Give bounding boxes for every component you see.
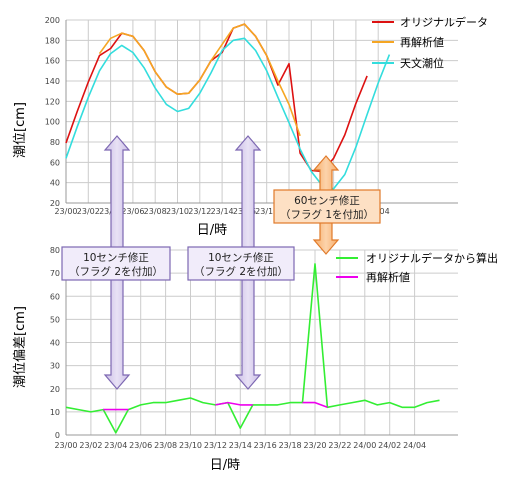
- y-tick-label: 20: [50, 199, 60, 208]
- y-tick-label: 100: [45, 118, 60, 127]
- y-tick-label: 160: [45, 57, 60, 66]
- x-tick-label: 23/10: [166, 207, 189, 216]
- y-tick-label: 200: [45, 16, 60, 25]
- y-tick-label: 80: [50, 246, 60, 255]
- correction-annotations: 10センチ修正 （フラグ 2を付加） 10センチ修正 （フラグ 2を付加） 60…: [61, 135, 381, 390]
- tide-level-x-axis-title: 日/時: [197, 223, 227, 238]
- y-tick-label: 80: [50, 138, 60, 147]
- x-tick-label: 23/02: [79, 441, 102, 450]
- series-line-0: [65, 23, 368, 173]
- x-tick-label: 23/12: [188, 207, 211, 216]
- y-tick-label: 50: [50, 315, 60, 324]
- x-tick-label: 24/00: [353, 441, 376, 450]
- y-tick-label: 120: [45, 97, 60, 106]
- tide-anomaly-legend: オリジナルデータから算出 再解析値: [336, 251, 498, 284]
- x-tick-label: 23/00: [54, 441, 77, 450]
- legend-label-original: オリジナルデータ: [400, 15, 488, 29]
- x-tick-label: 23/08: [144, 207, 167, 216]
- y-tick-label: 60: [50, 158, 60, 167]
- x-tick-label: 24/04: [403, 441, 426, 450]
- x-tick-label: 23/20: [303, 441, 326, 450]
- correction-callout-2: 10センチ修正 （フラグ 2を付加）: [187, 246, 295, 281]
- correction-callout-3: 60センチ修正 （フラグ 1を付加）: [273, 189, 381, 224]
- tide-anomaly-y-axis-title: 潮位偏差[cm]: [13, 306, 28, 388]
- y-tick-label: 60: [50, 292, 60, 301]
- legend-label-anomaly-reanalysis: 再解析値: [366, 270, 410, 284]
- x-tick-label: 23/08: [154, 441, 177, 450]
- x-tick-label: 23/00: [54, 207, 77, 216]
- tide-level-y-axis-title: 潮位[cm]: [13, 102, 28, 158]
- tide-anomaly-grid: [65, 249, 458, 436]
- callout-line-2: （フラグ 1を付加）: [280, 208, 374, 221]
- tide-anomaly-y-ticks: 0 10 20 30 40 50 60 70 80: [50, 246, 60, 440]
- y-tick-label: 180: [45, 36, 60, 45]
- callout-line-2: （フラグ 2を付加）: [69, 265, 163, 278]
- callout-line-1: 10センチ修正: [208, 251, 274, 264]
- legend-label-astronomical: 天文潮位: [400, 56, 444, 70]
- x-tick-label: 23/14: [229, 441, 252, 450]
- y-tick-label: 10: [50, 408, 60, 417]
- tide-anomaly-x-ticks: 23/00 23/02 23/04 23/06 23/08 23/10 23/12 23/14…: [54, 441, 426, 450]
- tide-level-y-ticks: 20 40 60 80 100 120 140 160 180 200: [45, 16, 60, 208]
- y-tick-label: 20: [50, 385, 60, 394]
- tide-level-series: [65, 23, 391, 190]
- y-tick-label: 40: [50, 179, 60, 188]
- callout-line-1: 60センチ修正: [294, 194, 360, 207]
- x-tick-label: 23/06: [129, 441, 152, 450]
- x-tick-label: 23/14: [211, 207, 234, 216]
- callout-box: [273, 189, 381, 224]
- x-tick-label: 23/06: [121, 207, 144, 216]
- x-tick-label: 23/10: [179, 441, 202, 450]
- x-tick-label: 23/22: [328, 441, 351, 450]
- x-tick-label: 23/04: [104, 441, 127, 450]
- x-tick-label: 23/18: [255, 207, 278, 216]
- callout-box: [61, 246, 171, 281]
- series-line-2: [65, 37, 391, 190]
- callout-line-2: （フラグ 2を付加）: [194, 265, 288, 278]
- y-tick-label: 0: [55, 431, 60, 440]
- y-tick-label: 70: [50, 269, 60, 278]
- series-line-1: [98, 23, 301, 137]
- tide-level-grid: [65, 19, 458, 204]
- tide-level-legend: オリジナルデータ 再解析値 天文潮位: [372, 15, 488, 70]
- y-tick-label: 40: [50, 339, 60, 348]
- y-tick-label: 140: [45, 77, 60, 86]
- x-tick-label: 24/02: [378, 441, 401, 450]
- legend-label-reanalysis: 再解析値: [400, 35, 444, 49]
- series-line-1: [215, 401, 253, 406]
- x-tick-label: 23/12: [204, 441, 227, 450]
- x-tick-label: 23/18: [279, 441, 302, 450]
- y-tick-label: 30: [50, 362, 60, 371]
- legend-label-anomaly-original: オリジナルデータから算出: [366, 251, 498, 265]
- callout-box: [187, 246, 295, 281]
- callout-line-1: 10センチ修正: [83, 251, 149, 264]
- x-tick-label: 23/16: [254, 441, 277, 450]
- tide-anomaly-x-axis-title: 日/時: [210, 458, 240, 473]
- series-line-1: [302, 401, 328, 409]
- x-tick-label: 23/02: [77, 207, 100, 216]
- tide-anomaly-series: [65, 263, 440, 434]
- correction-callout-1: 10センチ修正 （フラグ 2を付加）: [61, 246, 171, 281]
